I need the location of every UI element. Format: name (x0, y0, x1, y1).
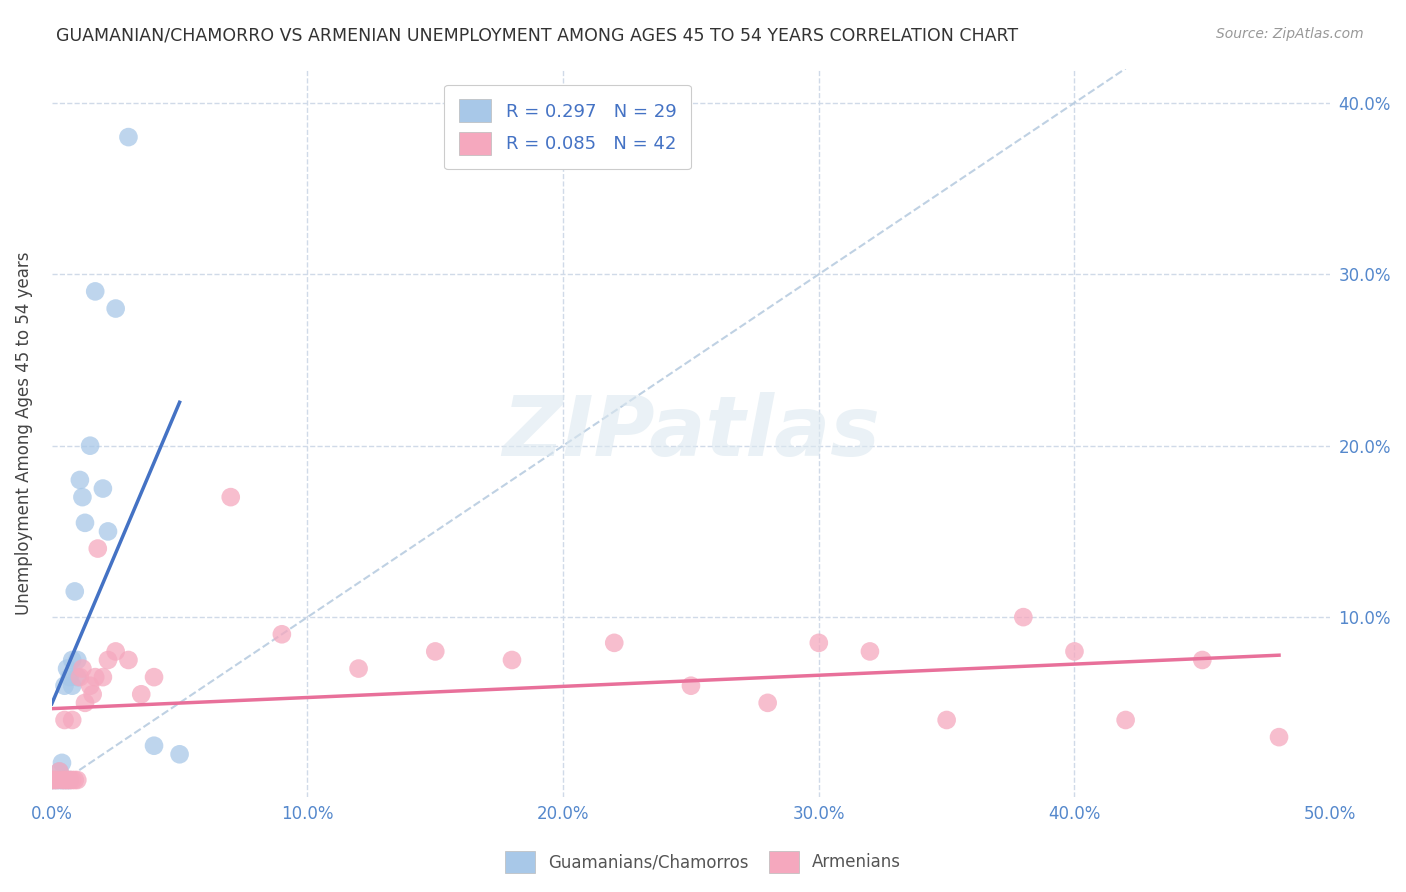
Point (143, 670, 166, 684)
Point (60, 653, 83, 667)
Point (66, 653, 89, 667)
Point (219, 490, 242, 504)
Point (60, 772, 83, 787)
Point (756, 696, 779, 710)
Point (45, 772, 67, 787)
Point (72, 662, 94, 676)
Point (270, 627, 292, 641)
Point (72, 490, 94, 504)
Point (859, 644, 882, 658)
Point (51, 772, 73, 787)
Point (97, 524, 120, 539)
Text: GUAMANIAN/CHAMORRO VS ARMENIAN UNEMPLOYMENT AMONG AGES 45 TO 54 YEARS CORRELATIO: GUAMANIAN/CHAMORRO VS ARMENIAN UNEMPLOYM… (56, 27, 1018, 45)
Point (48, 764, 70, 779)
Point (60, 679, 83, 693)
Point (87, 541, 110, 556)
Point (69, 670, 91, 684)
Point (60, 713, 83, 727)
Point (56, 662, 79, 676)
Point (935, 713, 957, 727)
Point (59, 772, 82, 787)
Point (104, 301, 127, 316)
Point (63, 772, 86, 787)
Point (104, 644, 127, 658)
Point (41, 772, 63, 787)
Point (1191, 653, 1213, 667)
Point (73, 696, 96, 710)
Point (1268, 730, 1291, 744)
Point (129, 687, 152, 701)
Point (66, 772, 89, 787)
Point (63, 584, 86, 599)
Point (143, 739, 166, 753)
Legend: Guamanians/Chamorros, Armenians: Guamanians/Chamorros, Armenians (498, 845, 908, 880)
Point (41, 772, 63, 787)
Legend: R = 0.297   N = 29, R = 0.085   N = 42: R = 0.297 N = 29, R = 0.085 N = 42 (444, 85, 690, 169)
Point (56, 772, 79, 787)
Point (73, 516, 96, 530)
Text: Source: ZipAtlas.com: Source: ZipAtlas.com (1216, 27, 1364, 41)
Point (59, 670, 82, 684)
Point (66, 670, 89, 684)
Point (53, 772, 76, 787)
Point (117, 653, 139, 667)
Point (51, 772, 73, 787)
Point (679, 679, 702, 693)
Point (79, 679, 101, 693)
Point (48, 772, 70, 787)
Point (117, 130, 139, 145)
Point (48, 764, 70, 779)
Point (425, 644, 447, 658)
Point (84, 670, 107, 684)
Point (53, 679, 76, 693)
Point (59, 772, 82, 787)
Point (53, 772, 76, 787)
Point (56, 772, 79, 787)
Point (1063, 644, 1085, 658)
Point (44, 772, 66, 787)
Point (1115, 713, 1137, 727)
Point (45, 772, 67, 787)
Point (97, 653, 120, 667)
Point (51, 756, 73, 770)
Point (84, 285, 107, 299)
Point (53, 713, 76, 727)
Point (82, 687, 104, 701)
Point (347, 662, 370, 676)
Point (91, 670, 114, 684)
Point (91, 482, 114, 496)
Point (603, 636, 626, 650)
Y-axis label: Unemployment Among Ages 45 to 54 years: Unemployment Among Ages 45 to 54 years (15, 251, 32, 615)
Point (44, 772, 66, 787)
Point (501, 653, 523, 667)
Point (807, 636, 830, 650)
Point (79, 439, 101, 453)
Point (169, 747, 191, 762)
Point (69, 473, 91, 487)
Point (1012, 610, 1035, 624)
Text: ZIPatlas: ZIPatlas (502, 392, 880, 474)
